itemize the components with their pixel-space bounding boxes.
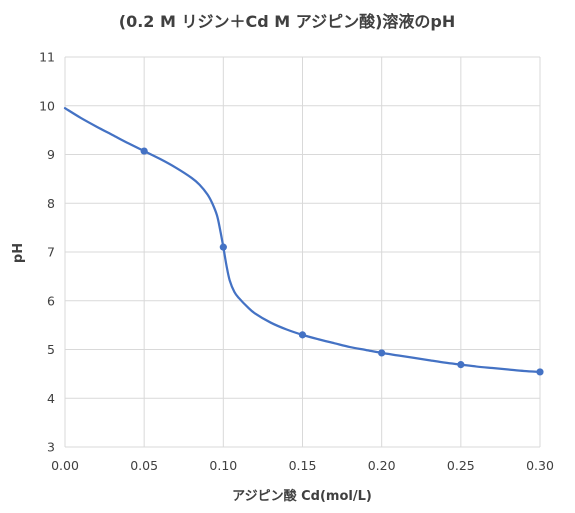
series-ph xyxy=(63,107,544,376)
y-tick-label: 8 xyxy=(47,196,55,211)
x-tick-label: 0.05 xyxy=(130,458,158,473)
y-tick-label: 4 xyxy=(47,391,55,406)
y-tick-label: 7 xyxy=(47,245,55,260)
y-tick-label: 3 xyxy=(47,440,55,455)
y-axis-label: pH xyxy=(11,243,26,263)
grid xyxy=(64,56,541,448)
x-tick-label: 0.20 xyxy=(368,458,396,473)
data-point xyxy=(457,361,465,369)
data-point xyxy=(378,349,386,357)
y-tick-label: 5 xyxy=(47,342,55,357)
data-point xyxy=(536,368,544,376)
chart-title: (0.2 M リジン＋Cd M アジピン酸)溶液のpH xyxy=(119,12,456,31)
x-axis-label: アジピン酸 Cd(mol/L) xyxy=(232,488,372,504)
data-point xyxy=(140,147,148,155)
y-tick-label: 6 xyxy=(47,293,55,308)
data-point xyxy=(219,243,227,251)
x-tick-label: 0.10 xyxy=(209,458,237,473)
x-tick-label: 0.00 xyxy=(51,458,79,473)
data-point xyxy=(298,331,307,339)
x-tick-label: 0.15 xyxy=(289,458,317,473)
y-tick-label: 10 xyxy=(39,98,55,113)
y-tick-label: 9 xyxy=(47,147,55,162)
series-line xyxy=(63,107,542,374)
x-tick-label: 0.25 xyxy=(447,458,475,473)
tick-labels: 3 4 5 6 7 8 9 10 11 0.00 0.05 0.10 0.15 0.20 0.25 0.30 xyxy=(39,50,554,474)
y-tick-label: 11 xyxy=(39,50,55,65)
x-tick-label: 0.30 xyxy=(526,458,554,473)
